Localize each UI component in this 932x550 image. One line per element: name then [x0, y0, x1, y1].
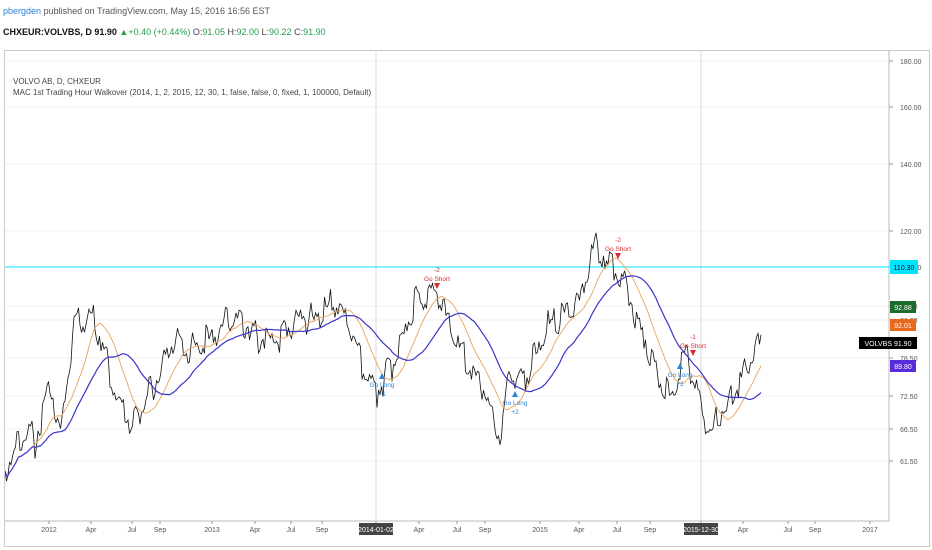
x-tick-highlight: [359, 523, 393, 535]
horizontal-line-tag: [890, 260, 918, 274]
trade-label: Go Long: [503, 400, 528, 407]
long-arrow-icon: [512, 391, 518, 397]
chart-panel[interactable]: 180.00160.00140.00120.00100.0092.0086.00…: [4, 50, 930, 547]
y-tick-label: 120.00: [900, 229, 922, 236]
x-tick-label: 2015: [532, 527, 548, 534]
symbol-summary: CHXEUR:VOLVBS, D 91.90 ▲+0.40 (+0.44%) O…: [3, 27, 326, 37]
close-value: 91.90: [303, 27, 326, 37]
trade-qty: +2: [511, 409, 519, 416]
publish-info: pbergden published on TradingView.com, M…: [3, 6, 270, 16]
y-tick-label: 160.00: [900, 105, 922, 112]
trade-qty: -2: [615, 237, 621, 244]
price-tag: [859, 337, 917, 349]
y-tick-label: 180.00: [900, 59, 922, 66]
price-series: [5, 232, 762, 482]
long-arrow-icon: [379, 373, 385, 379]
trade-label: Go Short: [680, 343, 706, 350]
y-tick-label: 72.50: [900, 394, 918, 401]
price-tag-label: VOLVBS 91.90: [865, 341, 912, 348]
x-tick-label: Jul: [613, 527, 622, 534]
open-label: O:: [192, 27, 203, 37]
trade-qty: +1: [378, 391, 386, 398]
trade-qty: -1: [690, 334, 696, 341]
price-tag-label: 89.80: [894, 364, 912, 371]
x-tick-label: 2013: [204, 527, 220, 534]
low-label: L:: [261, 27, 270, 37]
open-value: 91.05: [202, 27, 225, 37]
legend-symbol: VOLVO AB, D, CHXEUR: [13, 77, 101, 86]
x-tick-label: Jul: [287, 527, 296, 534]
short-arrow-icon: [615, 253, 621, 259]
close-label: C:: [294, 27, 304, 37]
x-tick-label: Sep: [644, 527, 657, 534]
long-arrow-icon: [677, 363, 683, 369]
low-value: 90.22: [269, 27, 292, 37]
trade-qty: +2: [676, 381, 684, 388]
x-tick-highlight: [684, 523, 718, 535]
legend-strategy[interactable]: MAC 1st Trading Hour Walkover (2014, 1, …: [13, 88, 372, 97]
x-tick-label: Apr: [414, 527, 426, 534]
y-tick-label: 66.50: [900, 427, 918, 434]
last-price: 91.90: [94, 27, 117, 37]
x-tick-label: Sep: [316, 527, 329, 534]
y-tick-label: 78.50: [900, 356, 918, 363]
price-tag-label: 92.01: [894, 323, 912, 330]
x-tick-label: Apr: [574, 527, 586, 534]
slow-ma-series: [5, 275, 762, 477]
x-tick-label: Jul: [128, 527, 137, 534]
x-tick-label: Sep: [154, 527, 167, 534]
x-tick-label: Apr: [86, 527, 98, 534]
up-arrow-icon: ▲: [119, 27, 129, 37]
y-tick-label: 140.00: [900, 162, 922, 169]
x-tick-label: Jul: [453, 527, 462, 534]
x-tick-label: Sep: [479, 527, 492, 534]
high-value: 92.00: [236, 27, 259, 37]
x-tick-label: Apr: [738, 527, 750, 534]
x-tick-label: 2012: [41, 527, 57, 534]
trade-qty: -2: [434, 267, 440, 274]
price-chart[interactable]: 180.00160.00140.00120.00100.0092.0086.00…: [5, 51, 931, 548]
x-tick-label: 2014-01-02: [358, 527, 394, 534]
x-tick-label: Sep: [809, 527, 822, 534]
x-tick-label: 2015-12-30: [683, 527, 719, 534]
trade-label: Go Long: [668, 372, 693, 379]
symbol-interval: , D: [80, 27, 92, 37]
price-tag-label: 92.88: [894, 305, 912, 312]
high-label: H:: [227, 27, 237, 37]
publish-text: published on TradingView.com, May 15, 20…: [43, 6, 271, 16]
fast-ma-series: [5, 257, 762, 477]
trade-label: Go Short: [424, 276, 450, 283]
x-tick-label: Jul: [784, 527, 793, 534]
price-change: +0.40 (+0.44%): [128, 27, 191, 37]
x-tick-label: Apr: [250, 527, 262, 534]
trade-label: Go Short: [605, 246, 631, 253]
author-link[interactable]: pbergden: [3, 6, 42, 16]
short-arrow-icon: [434, 283, 440, 289]
price-tag: [890, 360, 916, 372]
y-tick-label: 61.50: [900, 459, 918, 466]
short-arrow-icon: [690, 350, 696, 356]
x-tick-label: 2017: [862, 527, 878, 534]
symbol-name: CHXEUR:VOLVBS: [3, 27, 81, 37]
trade-label: Go Long: [370, 382, 395, 389]
horizontal-line-tag-label: 110.30: [894, 265, 915, 272]
price-tag: [890, 319, 916, 331]
price-tag: [890, 301, 916, 313]
